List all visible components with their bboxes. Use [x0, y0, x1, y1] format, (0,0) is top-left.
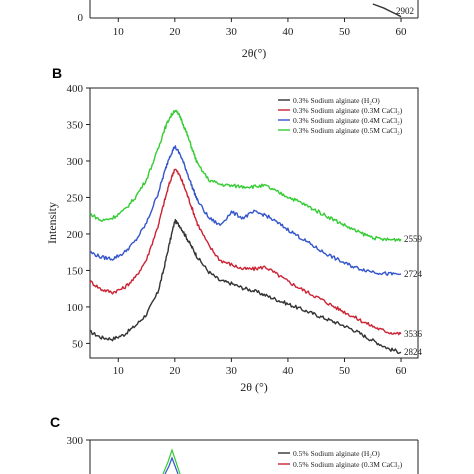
panel-b-series-line — [89, 218, 402, 354]
panel-b-x-tick-label: 60 — [396, 365, 408, 377]
panel-a-chart: 10 20 30 40 50 60 0 2902 2θ(°) — [78, 0, 419, 60]
panel-a-x-tick-label: 60 — [396, 26, 408, 38]
panel-c-chart: C 300 0.5% Sodium alginate (H₂O)0.5% Sod… — [50, 414, 419, 474]
panel-a-y-ticks: 0 — [78, 12, 84, 24]
panel-b-chart: B 50 100 150 200 250 300 350 400 10 20 30 40 50 60 2… — [45, 65, 423, 394]
panel-a-x-tick-label: 50 — [339, 26, 351, 38]
panel-b-legend: 0.3% Sodium alginate (H₂O)0.3% Sodium al… — [278, 96, 403, 135]
panel-b-y-tick-label: 200 — [67, 229, 84, 241]
panel-b-y-tick-label: 50 — [72, 338, 84, 350]
panel-b-series-line — [89, 145, 402, 276]
panel-a-x-tick-label: 10 — [113, 26, 125, 38]
panel-c-legend: 0.5% Sodium alginate (H₂O) 0.5% Sodium al… — [278, 449, 403, 469]
panel-a-end-label: 2902 — [396, 6, 414, 16]
panel-b-letter: B — [52, 65, 62, 81]
panel-b-x-axis-label: 2θ (°) — [240, 380, 268, 394]
panel-a-x-tick-label: 40 — [282, 26, 294, 38]
panel-b-series-end-label: 2559 — [404, 234, 423, 244]
panel-b-x-tick-label: 20 — [169, 365, 181, 377]
panel-b-series-line — [89, 109, 402, 242]
panel-a-x-axis-label: 2θ(°) — [242, 46, 267, 60]
panel-a-series-line — [372, 3, 402, 18]
panel-b-x-tick-label: 50 — [339, 365, 351, 377]
panel-b-y-tick-label: 400 — [67, 83, 84, 95]
panel-b-plot-frame — [89, 87, 419, 359]
panel-a-x-ticks: 10 20 30 40 50 60 — [113, 18, 407, 38]
panel-a-x-tick-label: 30 — [226, 26, 238, 38]
panel-b-series-end-label: 2724 — [404, 269, 423, 279]
panel-b-y-axis-label: Intensity — [45, 202, 59, 244]
panel-a-series — [372, 3, 402, 18]
panel-b-y-tick-label: 350 — [67, 119, 84, 131]
panel-a-x-tick-label: 20 — [169, 26, 181, 38]
panel-b-x-tick-label: 10 — [113, 365, 125, 377]
panel-b-series-end-label: 3536 — [404, 329, 423, 339]
panel-b-y-tick-label: 300 — [67, 156, 84, 168]
panel-b-legend-label: 0.3% Sodium alginate (0.3M CaCl₂) — [293, 106, 403, 115]
panel-c-legend-label: 0.5% Sodium alginate (H₂O) — [293, 449, 380, 458]
panel-b-y-ticks: 50 100 150 200 250 300 350 400 — [67, 83, 90, 350]
panel-c-legend-label: 0.5% Sodium alginate (0.3M CaCl₂) — [293, 460, 403, 469]
panel-b-series-line — [89, 168, 402, 336]
panel-b-series — [89, 109, 402, 354]
panel-b-x-tick-label: 30 — [226, 365, 238, 377]
panel-c-y-ticks: 300 — [67, 435, 90, 447]
panel-c-letter: C — [50, 414, 60, 430]
panel-b-x-tick-label: 40 — [282, 365, 294, 377]
panel-c-peak-green — [162, 448, 181, 474]
panel-b-end-labels: 2824 3536 2724 2559 — [404, 234, 423, 357]
panel-c-peak-glimpse — [162, 448, 181, 474]
panel-b-y-tick-label: 150 — [67, 265, 84, 277]
panel-c-peak-blue — [164, 456, 179, 474]
panel-a-y-tick-label: 0 — [78, 12, 84, 24]
panel-b-x-ticks: 10 20 30 40 50 60 — [113, 358, 407, 377]
panel-b-y-tick-label: 250 — [67, 192, 84, 204]
panel-c-y-tick-label: 300 — [67, 435, 84, 447]
panel-b-legend-label: 0.3% Sodium alginate (H₂O) — [293, 96, 380, 105]
panel-b-legend-label: 0.3% Sodium alginate (0.4M CaCl₂) — [293, 116, 403, 125]
panel-b-series-end-label: 2824 — [404, 347, 423, 357]
panel-b-legend-label: 0.3% Sodium alginate (0.5M CaCl₂) — [293, 126, 403, 135]
panel-b-y-tick-label: 100 — [67, 302, 84, 314]
